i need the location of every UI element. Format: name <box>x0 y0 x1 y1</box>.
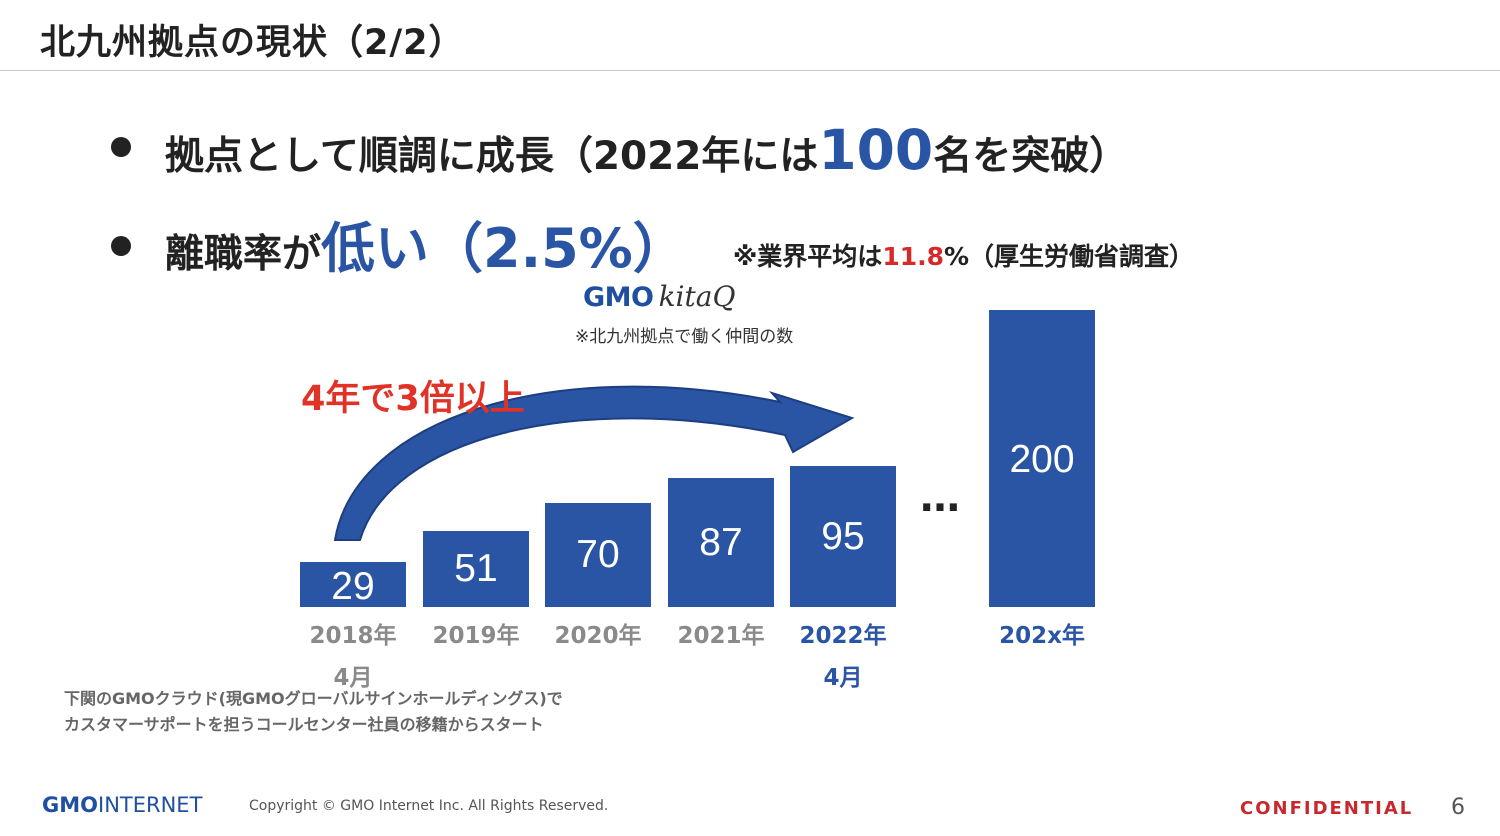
footnote-line: 下関のGMOクラウド(現GMOグローバルサインホールディングス)で <box>64 689 563 708</box>
category-label: 4月 <box>823 665 863 691</box>
bar-value-label: 95 <box>821 514 865 558</box>
category-label: 4月 <box>333 665 373 691</box>
gmo-kitaq-logo: GMO kitaQ <box>583 280 735 313</box>
industry-average-note-text: ※業界平均は <box>733 242 883 271</box>
bar-2 <box>545 503 651 607</box>
bar-value-label: 29 <box>331 564 375 608</box>
bar-1 <box>423 531 529 607</box>
footnote: 下関のGMOクラウド(現GMOグローバルサインホールディングス)で カスタマーサ… <box>64 686 563 738</box>
bullet-growth-suffix: 名を突破） <box>933 134 1129 179</box>
logo-kitaq-text: kitaQ <box>658 280 736 313</box>
footnote-line: カスタマーサポートを担うコールセンター社員の移籍からスタート <box>64 715 544 734</box>
bar-value-label: 51 <box>454 547 498 590</box>
page-number: 6 <box>1451 795 1465 820</box>
copyright: Copyright © GMO Internet Inc. All Rights… <box>249 798 609 814</box>
bullet-dot-icon <box>111 236 131 256</box>
growth-label: 4年で3倍以上 <box>301 379 525 419</box>
gmo-internet-logo: GMOINTERNET <box>42 793 202 817</box>
bullet-dot-icon <box>111 137 131 157</box>
category-label: 2019年 <box>432 623 520 649</box>
chart-note: ※北九州拠点で働く仲間の数 <box>575 327 794 347</box>
category-label: 2020年 <box>554 623 642 649</box>
bar-5 <box>989 310 1095 607</box>
growth-arrow-icon <box>333 385 855 541</box>
bullet-turnover-text: 離職率が <box>165 232 322 277</box>
industry-average-value: 11.8 <box>882 242 944 271</box>
bar-value-label: 87 <box>699 520 743 564</box>
bullet-growth: 拠点として順調に成長（2022年には100名を突破） <box>165 118 1128 182</box>
bar-value-label: 200 <box>1009 438 1075 481</box>
category-label: 2022年 <box>799 623 887 649</box>
category-label: 202x年 <box>999 623 1085 649</box>
bar-0 <box>300 562 406 607</box>
bullet-growth-text: 拠点として順調に成長（2022年には <box>165 134 819 179</box>
bar-4 <box>790 466 896 607</box>
confidential-label: CONFIDENTIAL <box>1240 798 1414 819</box>
bullet-growth-highlight: 100 <box>818 118 934 182</box>
bullet-turnover-highlight: 低い（2.5%） <box>321 217 687 280</box>
footer-logo-internet: INTERNET <box>98 793 203 817</box>
growth-arrow-shape <box>333 385 855 541</box>
title-divider <box>0 70 1500 71</box>
bar-3 <box>668 478 774 607</box>
logo-gmo-text: GMO <box>583 282 654 313</box>
industry-average-note: ※業界平均は11.8%（厚生労働省調査） <box>733 237 1194 273</box>
bar-value-label: 70 <box>576 533 620 576</box>
page-title: 北九州拠点の現状（2/2） <box>40 23 465 63</box>
industry-average-note-suffix: %（厚生労働省調査） <box>944 242 1195 271</box>
category-label: 2021年 <box>677 623 765 649</box>
footer-logo-gmo: GMO <box>42 793 98 817</box>
ellipsis: … <box>920 475 962 521</box>
bullet-turnover: 離職率が低い（2.5%） <box>165 204 687 283</box>
category-label: 2018年 <box>309 623 397 649</box>
